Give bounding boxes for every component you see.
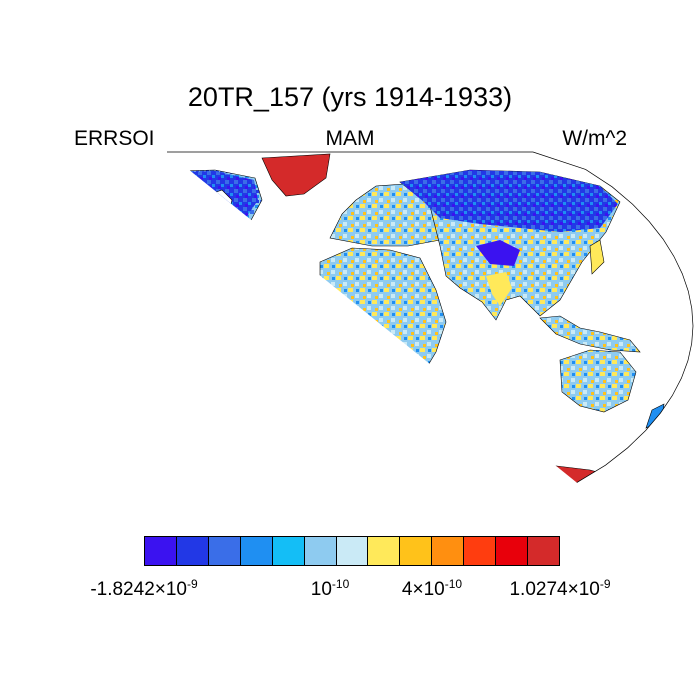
- season-label: MAM: [325, 127, 375, 150]
- landmass-australia: [559, 349, 637, 413]
- landmass-japan: [589, 239, 605, 275]
- colorbar-swatch-1: [176, 537, 209, 565]
- landmass-greenland: [261, 153, 331, 197]
- plot-title: 20TR_157 (yrs 1914-1933): [187, 82, 513, 112]
- colorbar-label-max: 1.0274×10-9: [509, 577, 611, 600]
- units-label: W/m^2: [562, 127, 627, 150]
- colorbar-swatch-2: [208, 537, 241, 565]
- region-siberia-blue: [400, 170, 618, 232]
- colorbar-swatch-5: [304, 537, 337, 565]
- colorbar-swatch-9: [432, 537, 465, 565]
- colorbar: [144, 536, 560, 566]
- variable-label: ERRSOI: [74, 127, 155, 150]
- colorbar-swatch-12: [528, 537, 559, 565]
- landmass-central-america: [171, 297, 203, 326]
- colorbar-swatch-0: [145, 537, 177, 565]
- colorbar-label-min: -1.8242×10-9: [90, 577, 198, 600]
- region-india-yellow: [486, 272, 512, 306]
- colorbar-label-tick-2: 4×10-10: [401, 577, 463, 600]
- colorbar-swatch-4: [272, 537, 305, 565]
- colorbar-swatch-11: [496, 537, 529, 565]
- colorbar-label-tick-1: 10-10: [310, 577, 350, 600]
- globe-outline: [167, 151, 694, 483]
- region-canada-blue: [167, 171, 258, 222]
- colorbar-swatch-10: [464, 537, 497, 565]
- landmass-indonesia: [539, 315, 641, 353]
- colorbar-swatch-6: [336, 537, 369, 565]
- colorbar-swatch-7: [368, 537, 401, 565]
- region-tibet-blue: [476, 240, 520, 266]
- colorbar-swatch-8: [400, 537, 433, 565]
- colorbar-swatch-3: [240, 537, 273, 565]
- landmass-south-america: [195, 317, 291, 443]
